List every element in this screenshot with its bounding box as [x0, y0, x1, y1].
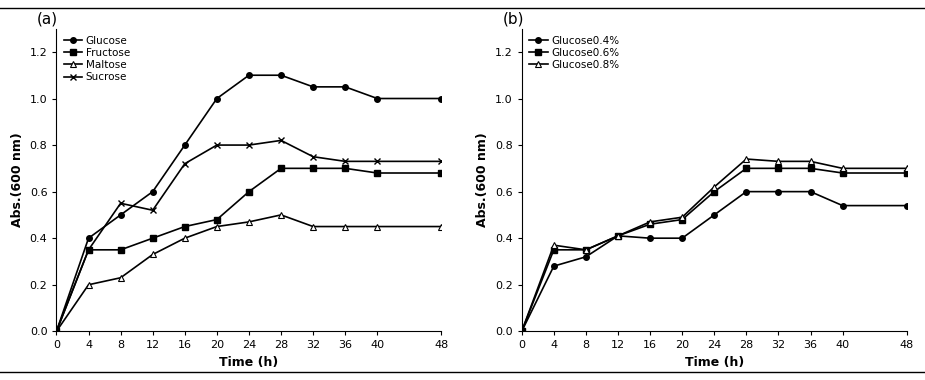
- Glucose: [83, 236, 94, 241]
- Glucose0.4%: [901, 203, 912, 208]
- Glucose: [179, 143, 191, 147]
- Maltose: [339, 224, 351, 229]
- Glucose0.6%: [580, 247, 591, 252]
- Fructose: [211, 217, 222, 222]
- Maltose: [436, 224, 447, 229]
- Glucose0.4%: [645, 236, 656, 241]
- Legend: Glucose, Fructose, Maltose, Sucrose: Glucose, Fructose, Maltose, Sucrose: [62, 34, 132, 84]
- Y-axis label: Abs.(600 nm): Abs.(600 nm): [476, 133, 489, 227]
- Line: Glucose0.6%: Glucose0.6%: [519, 166, 909, 334]
- X-axis label: Time (h): Time (h): [219, 356, 278, 369]
- Glucose0.8%: [773, 159, 784, 164]
- Sucrose: [83, 247, 94, 252]
- Glucose: [339, 85, 351, 89]
- Sucrose: [211, 143, 222, 147]
- Sucrose: [276, 138, 287, 143]
- Glucose: [372, 96, 383, 101]
- Fructose: [147, 236, 158, 241]
- Line: Fructose: Fructose: [54, 166, 444, 334]
- Line: Glucose0.8%: Glucose0.8%: [519, 156, 909, 334]
- Fructose: [339, 166, 351, 171]
- Maltose: [179, 236, 191, 241]
- Glucose0.6%: [516, 329, 527, 334]
- Glucose0.4%: [612, 234, 623, 238]
- Glucose0.4%: [549, 264, 560, 268]
- Text: (b): (b): [502, 11, 524, 26]
- Glucose0.6%: [741, 166, 752, 171]
- Fructose: [179, 224, 191, 229]
- Glucose0.4%: [805, 189, 816, 194]
- Glucose: [51, 329, 62, 334]
- Glucose: [436, 96, 447, 101]
- Glucose0.8%: [709, 185, 720, 189]
- Legend: Glucose0.4%, Glucose0.6%, Glucose0.8%: Glucose0.4%, Glucose0.6%, Glucose0.8%: [527, 34, 621, 72]
- Sucrose: [179, 162, 191, 166]
- Glucose0.8%: [580, 247, 591, 252]
- Glucose0.6%: [676, 217, 687, 222]
- Glucose0.8%: [612, 234, 623, 238]
- Maltose: [83, 282, 94, 287]
- Glucose0.8%: [676, 215, 687, 220]
- Glucose0.8%: [549, 243, 560, 247]
- Glucose: [211, 96, 222, 101]
- Maltose: [51, 329, 62, 334]
- Glucose0.6%: [645, 222, 656, 226]
- Glucose0.6%: [773, 166, 784, 171]
- Glucose0.6%: [837, 171, 848, 175]
- Fructose: [276, 166, 287, 171]
- Sucrose: [147, 208, 158, 212]
- Fructose: [436, 171, 447, 175]
- X-axis label: Time (h): Time (h): [684, 356, 744, 369]
- Glucose0.8%: [805, 159, 816, 164]
- Sucrose: [51, 329, 62, 334]
- Glucose0.4%: [741, 189, 752, 194]
- Fructose: [308, 166, 319, 171]
- Maltose: [276, 213, 287, 217]
- Glucose0.8%: [645, 220, 656, 224]
- Glucose0.4%: [676, 236, 687, 241]
- Glucose0.8%: [741, 157, 752, 162]
- Maltose: [308, 224, 319, 229]
- Fructose: [372, 171, 383, 175]
- Glucose0.4%: [580, 255, 591, 259]
- Glucose0.4%: [709, 213, 720, 217]
- Maltose: [147, 252, 158, 257]
- Glucose0.6%: [709, 189, 720, 194]
- Text: (a): (a): [37, 11, 58, 26]
- Sucrose: [115, 201, 126, 206]
- Maltose: [115, 276, 126, 280]
- Line: Glucose0.4%: Glucose0.4%: [519, 189, 909, 334]
- Glucose0.4%: [773, 189, 784, 194]
- Glucose: [243, 73, 254, 78]
- Glucose0.8%: [516, 329, 527, 334]
- Glucose0.6%: [805, 166, 816, 171]
- Maltose: [211, 224, 222, 229]
- Glucose0.6%: [901, 171, 912, 175]
- Sucrose: [436, 159, 447, 164]
- Maltose: [243, 220, 254, 224]
- Y-axis label: Abs.(600 nm): Abs.(600 nm): [11, 133, 24, 227]
- Glucose0.8%: [901, 166, 912, 171]
- Sucrose: [339, 159, 351, 164]
- Glucose0.6%: [612, 234, 623, 238]
- Sucrose: [308, 154, 319, 159]
- Fructose: [83, 247, 94, 252]
- Glucose0.6%: [549, 247, 560, 252]
- Line: Glucose: Glucose: [54, 73, 444, 334]
- Glucose0.4%: [837, 203, 848, 208]
- Glucose: [308, 85, 319, 89]
- Maltose: [372, 224, 383, 229]
- Line: Sucrose: Sucrose: [54, 138, 444, 334]
- Fructose: [51, 329, 62, 334]
- Line: Maltose: Maltose: [54, 212, 444, 334]
- Glucose: [276, 73, 287, 78]
- Glucose0.8%: [837, 166, 848, 171]
- Fructose: [243, 189, 254, 194]
- Glucose: [147, 189, 158, 194]
- Sucrose: [243, 143, 254, 147]
- Glucose: [115, 213, 126, 217]
- Fructose: [115, 247, 126, 252]
- Glucose0.4%: [516, 329, 527, 334]
- Sucrose: [372, 159, 383, 164]
